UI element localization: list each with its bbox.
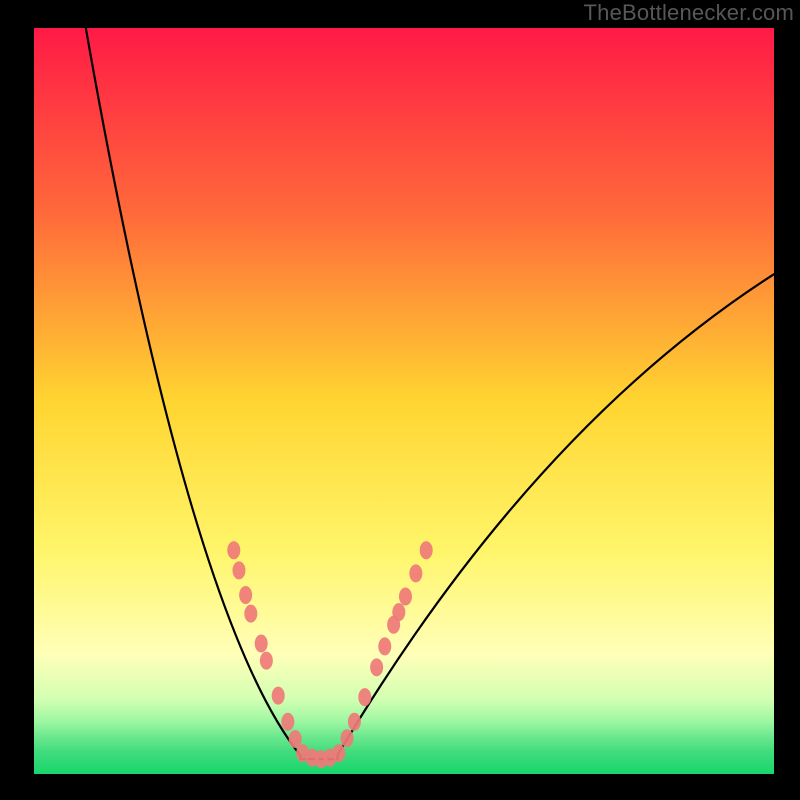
data-marker [392, 603, 405, 621]
data-marker [281, 713, 294, 731]
watermark-text: TheBottlenecker.com [584, 0, 794, 26]
data-marker [420, 541, 433, 559]
data-marker [378, 637, 391, 655]
bottleneck-chart [34, 28, 774, 774]
data-marker [260, 652, 273, 670]
data-marker [255, 634, 268, 652]
data-marker [227, 541, 240, 559]
data-marker [272, 687, 285, 705]
data-marker [232, 561, 245, 579]
data-marker [409, 564, 422, 582]
data-marker [348, 713, 361, 731]
chart-frame: TheBottlenecker.com [0, 0, 800, 800]
data-marker [239, 586, 252, 604]
data-marker [358, 688, 371, 706]
plot-background [34, 28, 774, 774]
data-marker [370, 658, 383, 676]
data-marker [341, 729, 354, 747]
data-marker [332, 744, 345, 762]
data-marker [399, 587, 412, 605]
data-marker [244, 605, 257, 623]
